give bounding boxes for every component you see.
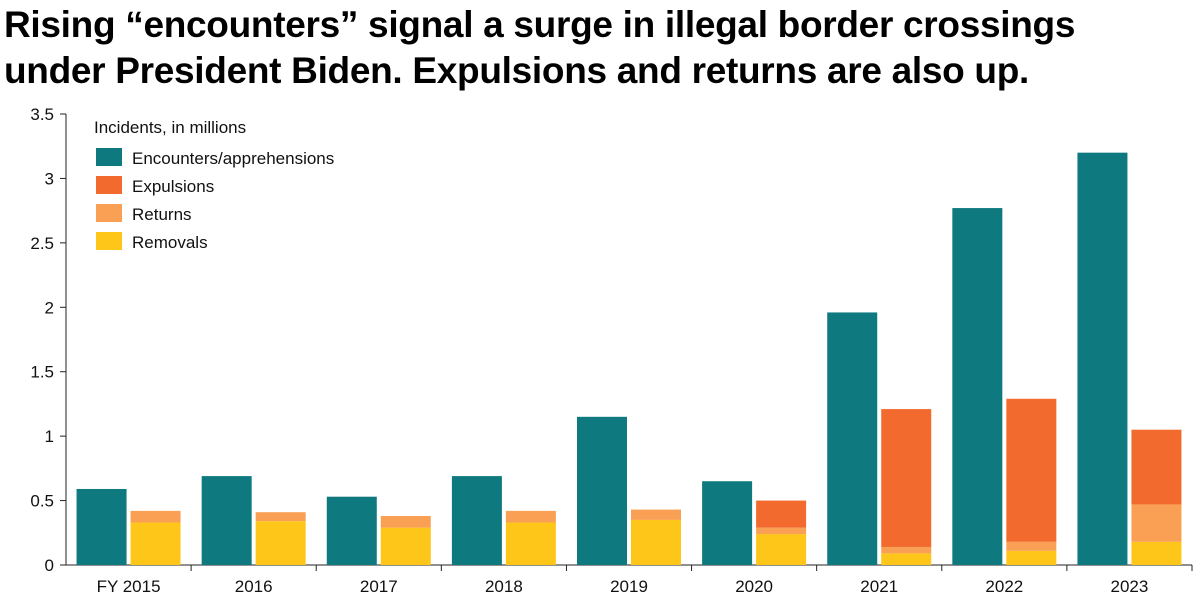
bar-segment-returns — [380, 516, 431, 528]
legend-title: Incidents, in millions — [94, 118, 246, 137]
x-tick-label: 2020 — [735, 577, 773, 596]
bar-encounters — [451, 476, 502, 565]
legend: Incidents, in millions Encounters/apprehe… — [94, 118, 334, 252]
bar-encounters — [702, 481, 753, 565]
legend-label: Returns — [132, 205, 192, 224]
bar-segment-removals — [505, 522, 556, 565]
legend-label: Encounters/apprehensions — [132, 149, 334, 168]
bar-segment-expulsions — [1131, 429, 1182, 505]
bar-segment-returns — [130, 510, 181, 523]
chart-title-line-1: Rising “encounters” signal a surge in il… — [4, 4, 1076, 45]
y-tick-label: 1.5 — [30, 363, 54, 382]
x-axis: FY 2015 2016 2017 2018 2019 2020 2021 2022 2023 — [66, 564, 1193, 596]
legend-swatch — [96, 148, 122, 166]
bar-segment-returns — [1006, 541, 1057, 551]
x-tick-label: 2021 — [860, 577, 898, 596]
bar-segment-returns — [881, 546, 932, 554]
y-tick-label: 2 — [45, 298, 54, 317]
legend-swatch — [96, 232, 122, 250]
bar-segment-returns — [1131, 504, 1182, 542]
bars — [76, 152, 1182, 565]
x-tick-label: 2019 — [610, 577, 648, 596]
bar-segment-returns — [631, 509, 681, 520]
bar-segment-removals — [380, 527, 431, 565]
bar-segment-removals — [255, 521, 306, 565]
chart-title: Rising “encounters” signal a surge in il… — [4, 2, 1196, 94]
x-tick-label: 2016 — [235, 577, 273, 596]
bar-segment-removals — [881, 553, 932, 565]
y-axis: 0 0.5 1 1.5 2 2.5 3 3.5 — [30, 105, 67, 575]
bar-segment-returns — [756, 527, 807, 535]
legend-swatch — [96, 204, 122, 222]
bar-segment-removals — [1131, 541, 1182, 565]
chart-title-line-2: under President Biden. Expulsions and re… — [4, 50, 1029, 91]
legend-label: Expulsions — [132, 177, 214, 196]
y-tick-label: 1 — [45, 427, 54, 446]
bar-encounters — [577, 416, 627, 565]
y-tick-label: 3.5 — [30, 105, 54, 124]
bar-encounters — [76, 488, 127, 565]
bar-segment-returns — [255, 512, 306, 522]
x-tick-label: 2017 — [360, 577, 398, 596]
legend-label: Removals — [132, 233, 208, 252]
x-tick-label: 2023 — [1111, 577, 1149, 596]
bar-segment-removals — [1006, 550, 1057, 565]
legend-swatch — [96, 176, 122, 194]
bar-segment-expulsions — [1006, 398, 1057, 542]
bar-segment-removals — [756, 534, 807, 565]
bar-segment-removals — [130, 522, 181, 565]
bar-segment-removals — [631, 519, 681, 565]
bar-segment-returns — [505, 510, 556, 523]
bar-encounters — [827, 312, 878, 565]
y-tick-label: 0.5 — [30, 492, 54, 511]
bar-encounters — [326, 496, 377, 565]
y-tick-label: 2.5 — [30, 234, 54, 253]
x-tick-label: 2018 — [485, 577, 523, 596]
bar-segment-expulsions — [756, 500, 807, 528]
x-tick-label: 2022 — [985, 577, 1023, 596]
y-tick-label: 3 — [45, 169, 54, 188]
bar-encounters — [952, 208, 1003, 565]
y-tick-label: 0 — [45, 556, 54, 575]
bar-encounters — [201, 476, 252, 565]
bar-encounters — [1077, 152, 1128, 565]
x-tick-label: FY 2015 — [97, 577, 161, 596]
bar-segment-expulsions — [881, 409, 932, 547]
